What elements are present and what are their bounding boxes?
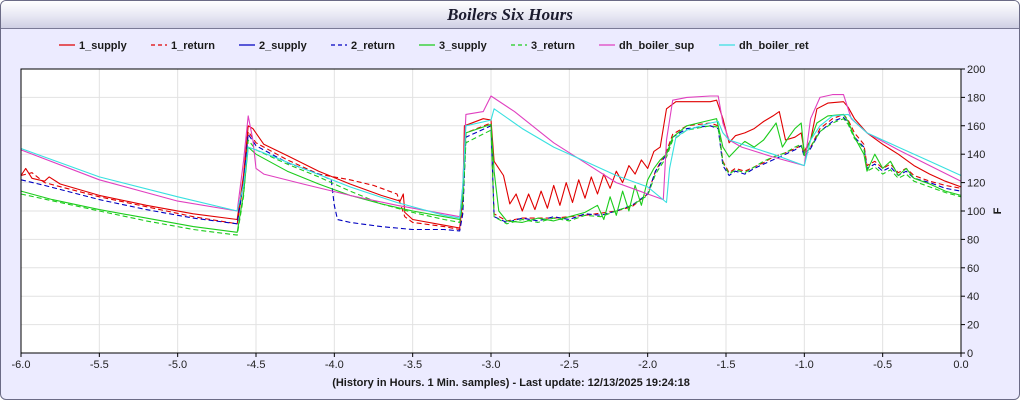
x-axis-label: (History in Hours. 1 Min. samples) - Las…	[332, 377, 690, 389]
x-tick-label: -1.0	[795, 359, 814, 371]
y-tick-label: 160	[967, 121, 985, 133]
legend-label-dh_boiler_ret: dh_boiler_ret	[739, 40, 809, 52]
series-line-dh_boiler_ret	[20, 108, 962, 219]
y-axis-label: F	[992, 207, 1004, 214]
x-tick-label: 0.0	[953, 359, 968, 371]
series-line-1_supply	[20, 99, 962, 229]
y-tick-label: 60	[967, 263, 979, 275]
y-tick-label: 80	[967, 234, 979, 246]
legend-label-dh_boiler_sup: dh_boiler_sup	[619, 40, 694, 52]
legend-label-2_return: 2_return	[351, 40, 395, 52]
y-tick-label: 120	[967, 178, 985, 190]
series-line-2_return	[20, 116, 962, 232]
x-tick-label: -6.0	[12, 359, 31, 371]
chart-title: Boilers Six Hours	[447, 5, 573, 24]
x-tick-label: -4.5	[247, 359, 266, 371]
legend-label-1_return: 1_return	[171, 40, 215, 52]
series-line-1_return	[20, 113, 962, 231]
title-bar: Boilers Six Hours	[1, 1, 1019, 29]
x-tick-label: -5.0	[168, 359, 187, 371]
x-tick-label: -4.0	[325, 359, 344, 371]
legend-label-1_supply: 1_supply	[79, 40, 128, 52]
y-tick-label: 40	[967, 291, 979, 303]
axis-ticks: -6.0 -5.5 -5.0 -4.5 -4.0 -3.5 -3.0 -2.5 -2.0 -1.5…	[12, 64, 986, 371]
y-tick-label: 100	[967, 206, 985, 218]
x-tick-label: -2.5	[560, 359, 579, 371]
grid	[20, 68, 962, 354]
y-tick-label: 200	[967, 64, 985, 76]
legend-label-3_return: 3_return	[531, 40, 575, 52]
y-tick-label: 20	[967, 320, 979, 332]
series-line-dh_boiler_sup	[20, 94, 962, 218]
legend-label-2_supply: 2_supply	[259, 40, 308, 52]
x-tick-label: -1.5	[717, 359, 736, 371]
series-line-3_return	[20, 118, 962, 236]
series-lines	[20, 94, 962, 236]
legend: 1_supply 1_return 2_supply 2_return 3_supply…	[59, 40, 809, 52]
y-tick-label: 0	[967, 348, 973, 360]
legend-label-3_supply: 3_supply	[439, 40, 488, 52]
x-tick-label: -2.0	[638, 359, 657, 371]
y-tick-label: 140	[967, 149, 985, 161]
x-tick-label: -3.0	[482, 359, 501, 371]
y-tick-label: 180	[967, 92, 985, 104]
x-tick-label: -3.5	[403, 359, 422, 371]
x-tick-label: -5.5	[90, 359, 109, 371]
x-tick-label: -0.5	[873, 359, 892, 371]
